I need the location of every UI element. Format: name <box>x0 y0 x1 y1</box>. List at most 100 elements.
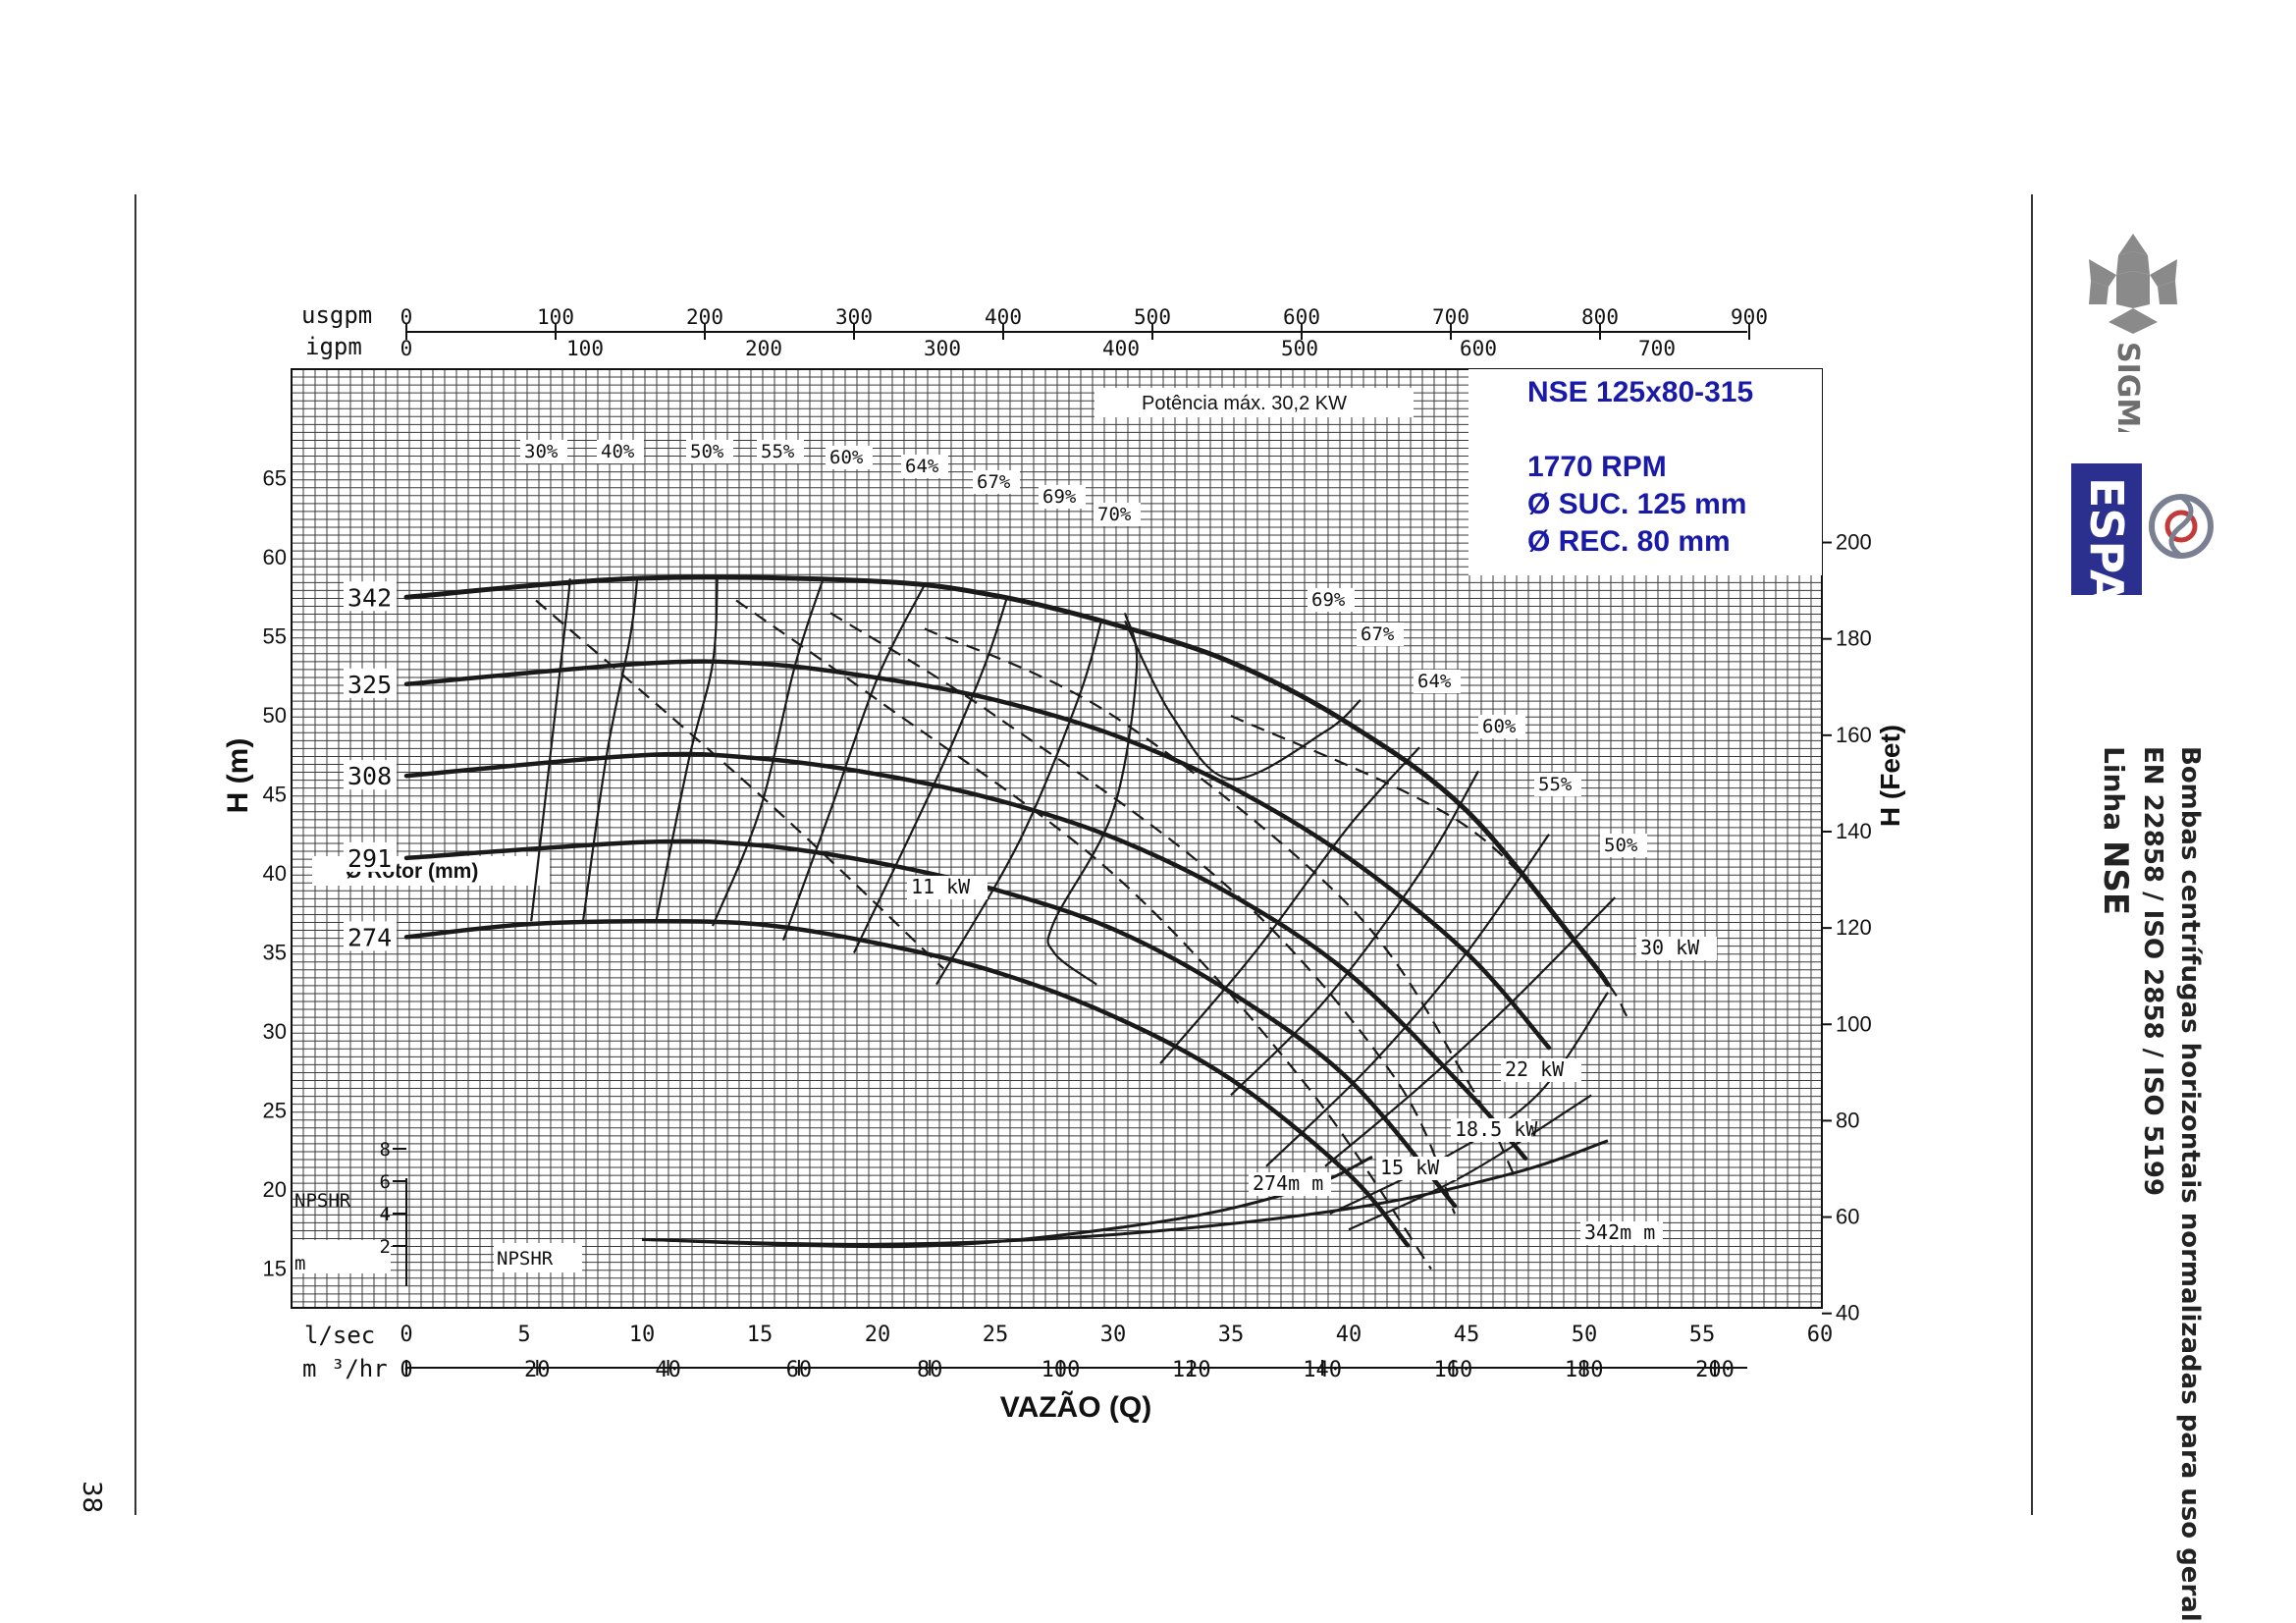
power-label-box <box>907 876 988 899</box>
efficiency-label: 64% <box>1417 671 1452 692</box>
chart-info-line: Ø REC. 80 mm <box>1527 525 1731 558</box>
m3hr-tick-label: 60 <box>786 1358 813 1382</box>
sidebar-line-1: Bombas centrífugas horizontais normaliza… <box>2175 746 2205 1622</box>
efficiency-label: 30% <box>524 441 559 462</box>
efficiency-label: 60% <box>829 447 864 468</box>
y-left-tick-label: 30 <box>263 1019 287 1044</box>
y-left-tick-label: 35 <box>263 941 287 965</box>
efficiency-line <box>853 596 1009 953</box>
rotor-diameter-label: 325 <box>347 671 392 699</box>
lsec-tick-label: 15 <box>747 1323 774 1347</box>
usgpm-tick-label: 800 <box>1581 305 1619 329</box>
m3hr-tick-label: 100 <box>1041 1358 1081 1382</box>
efficiency-line <box>1230 770 1479 1097</box>
y-right-tick-label: 120 <box>1836 915 1872 940</box>
y-left-tick-label: 45 <box>263 783 287 807</box>
igpm-axis-label: igpm <box>305 333 362 360</box>
chart-info-line: Ø SUC. 125 mm <box>1527 488 1746 520</box>
lsec-tick-label: 0 <box>400 1323 412 1347</box>
m3hr-tick-label: 40 <box>655 1358 681 1382</box>
x-axis-title: VAZÃO (Q) <box>1000 1390 1151 1424</box>
efficiency-label-box <box>686 440 733 463</box>
y-left-tick-label: 50 <box>263 703 287 728</box>
y-right-tick-label: 140 <box>1836 819 1872 843</box>
efficiency-line <box>711 577 825 927</box>
efficiency-label: 60% <box>1482 716 1517 737</box>
npsh-curve-274m <box>641 1155 1373 1249</box>
power-label: 22 kW <box>1505 1057 1565 1081</box>
usgpm-tick-label: 400 <box>985 305 1022 329</box>
lsec-tick-label: 35 <box>1218 1323 1245 1347</box>
sigma-logo-text: SIGMA <box>2110 342 2145 432</box>
y-left-tick-label: 15 <box>263 1257 287 1281</box>
igpm-tick-label: 500 <box>1281 337 1318 360</box>
power-label: 30 kW <box>1640 936 1700 959</box>
y-left-tick-label: 65 <box>263 466 287 491</box>
efficiency-label-box <box>1308 588 1355 612</box>
efficiency-line <box>1348 1094 1592 1231</box>
efficiency-label-box <box>1414 670 1461 693</box>
y-left-tick-label: 55 <box>263 624 287 649</box>
y-left-tick-label: 40 <box>263 861 287 886</box>
usgpm-tick-label: 600 <box>1283 305 1320 329</box>
power-label-box <box>1451 1118 1531 1142</box>
efficiency-label-box <box>1600 834 1647 857</box>
y-right-tick-label: 180 <box>1836 626 1872 651</box>
usgpm-tick-label: 900 <box>1731 305 1768 329</box>
y-left-tick-label: 60 <box>263 545 287 569</box>
chart-title: NSE 125x80-315 <box>1527 376 1753 408</box>
chart-curves <box>403 574 1629 1271</box>
espa-logo: ESPA <box>2071 463 2214 595</box>
power-line <box>924 627 1515 1175</box>
usgpm-axis-label: usgpm <box>301 301 372 329</box>
efficiency-label: 50% <box>1604 835 1638 856</box>
rotor-label-box <box>344 760 397 790</box>
title-box <box>1468 369 1822 575</box>
y-left-axis-title: H (m) <box>222 738 254 814</box>
usgpm-tick-label: 300 <box>835 305 873 329</box>
lsec-tick-label: 50 <box>1572 1323 1598 1347</box>
efficiency-line <box>781 583 926 941</box>
efficiency-label: 67% <box>1361 623 1395 645</box>
m3hr-tick-label: 20 <box>524 1358 551 1382</box>
rotor-label-box <box>344 841 397 872</box>
y-right-tick-label: 40 <box>1836 1301 1859 1325</box>
usgpm-tick-label: 500 <box>1134 305 1171 329</box>
sigma-logo: SIGMA <box>2089 234 2177 432</box>
efficiency-line <box>581 577 639 922</box>
espa-logo-text: ESPA <box>2080 477 2133 595</box>
rotor-diameter-label: 342 <box>347 583 392 612</box>
efficiency-label: 55% <box>1538 774 1573 795</box>
usgpm-tick-label: 0 <box>400 305 413 329</box>
usgpm-tick-label: 700 <box>1432 305 1469 329</box>
npshr-tick-label: 2 <box>380 1236 391 1258</box>
m3hr-tick-label: 80 <box>917 1358 943 1382</box>
efficiency-label-box <box>901 455 948 478</box>
power-label: 18.5 kW <box>1455 1117 1538 1141</box>
efficiency-label-box <box>1534 773 1581 796</box>
sidebar-model: NSE <box>2096 839 2135 916</box>
igpm-tick-label: 0 <box>400 337 413 360</box>
head-curve-325 <box>403 659 1552 1051</box>
npsh-curve-342m <box>641 1139 1609 1246</box>
npshr-unit-box <box>293 1240 391 1273</box>
rotor-label-box <box>344 921 397 951</box>
m3hr-tick-label: 180 <box>1565 1358 1604 1382</box>
rotor-label-box <box>344 668 397 698</box>
lsec-tick-label: 55 <box>1689 1323 1716 1347</box>
npshr-curve-label: NPSHR <box>497 1248 554 1270</box>
npshr-tick-label: 8 <box>380 1139 391 1161</box>
m3hr-tick-label: 140 <box>1303 1358 1342 1382</box>
igpm-tick-label: 100 <box>566 337 604 360</box>
lsec-tick-label: 45 <box>1454 1323 1480 1347</box>
efficiency-label-box <box>597 440 644 463</box>
lsec-tick-label: 10 <box>629 1323 656 1347</box>
npsh-curve-label: 274m m <box>1253 1171 1323 1195</box>
efficiency-label: 69% <box>1042 486 1077 508</box>
m3hr-tick-label: 0 <box>400 1358 412 1382</box>
efficiency-label-box <box>1478 715 1525 738</box>
npshr-label-box <box>494 1243 582 1272</box>
y-right-tick-label: 160 <box>1836 723 1872 747</box>
sidebar-text: Bombas centrífugas horizontais normaliza… <box>2095 746 2209 1622</box>
